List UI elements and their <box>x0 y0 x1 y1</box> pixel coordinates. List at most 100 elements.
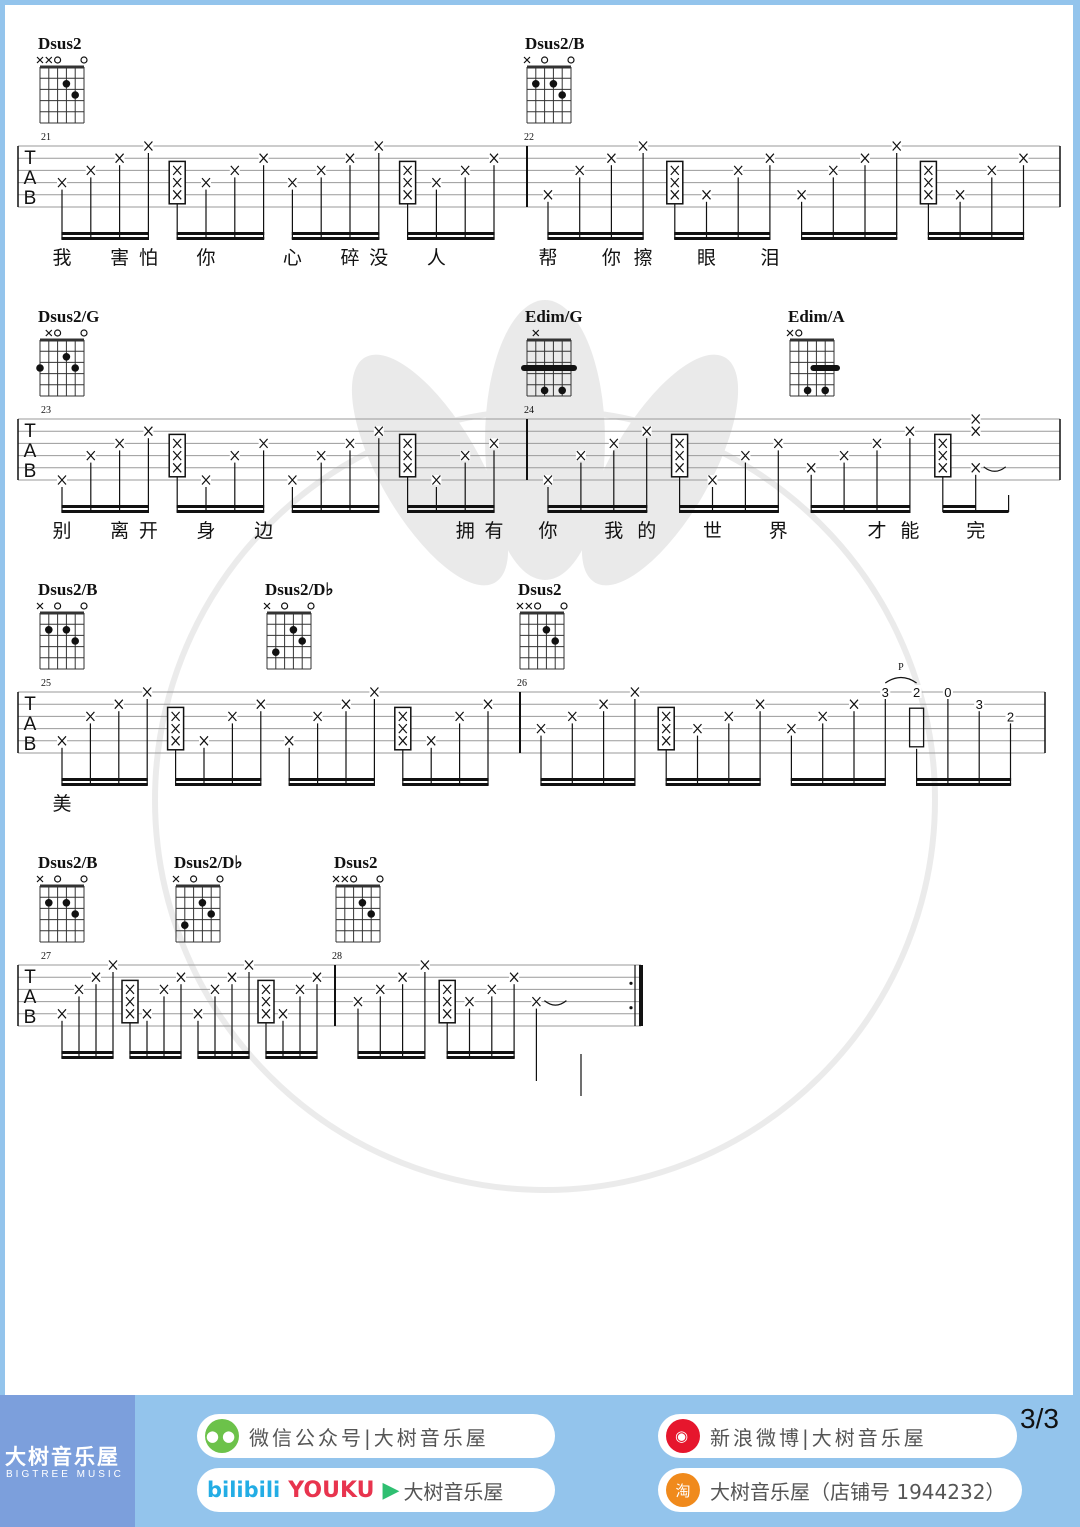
muted-note-x-icon <box>374 426 384 437</box>
muted-note-x-icon <box>57 177 67 188</box>
beam <box>61 783 148 786</box>
taobao-link[interactable]: 淘 大树音乐屋（店铺号 1944232） <box>658 1468 1022 1512</box>
beam <box>176 237 265 240</box>
beam <box>288 778 375 781</box>
beam <box>810 505 911 508</box>
brand-logo: 大树音乐屋 BIGTREE MUSIC <box>0 1395 135 1527</box>
tab-clef-letter: A <box>24 987 37 1008</box>
muted-note-x-icon <box>86 450 96 461</box>
note <box>970 414 1007 473</box>
fret-number: 2 <box>913 685 920 700</box>
muted-note-x-icon <box>818 711 828 722</box>
tab-clef-letter: B <box>24 734 37 755</box>
finger-dot <box>558 386 566 395</box>
muted-note-x-icon <box>159 984 169 995</box>
footer: 大树音乐屋 BIGTREE MUSIC ●● 微信公众号|大树音乐屋 bilib… <box>0 1395 1080 1527</box>
lyric-char: 界 <box>769 520 788 542</box>
note <box>143 141 154 151</box>
muted-note-x-icon <box>142 1008 152 1019</box>
muted-note-x-icon <box>345 153 355 164</box>
wechat-link[interactable]: ●● 微信公众号|大树音乐屋 <box>197 1414 555 1458</box>
note <box>531 996 567 1007</box>
note <box>919 160 938 205</box>
note <box>934 433 952 478</box>
note <box>74 984 84 995</box>
muted-string-icon <box>172 875 180 883</box>
tab-sheet: T A B Dsus2 Dsus2/B 21 我害怕你心碎没人 22 帮你擦眼泪 T A B Dsus2… <box>5 5 1073 1395</box>
note <box>483 699 493 710</box>
muted-note-x-icon <box>345 438 355 449</box>
note <box>955 189 966 200</box>
lyric-char: 有 <box>484 520 503 542</box>
muted-note-x-icon <box>892 141 902 151</box>
note <box>312 711 323 722</box>
note <box>353 996 363 1007</box>
measure-number: 21 <box>41 132 51 143</box>
tab-clef-letter: B <box>24 1007 37 1028</box>
lyric-char: 世 <box>703 520 722 542</box>
finger-dot <box>62 626 71 634</box>
note <box>369 687 380 697</box>
youku-logo[interactable]: YOUKU <box>288 1477 375 1503</box>
note <box>431 177 442 188</box>
muted-note-x-icon <box>295 984 305 995</box>
muted-note-x-icon <box>465 996 474 1007</box>
beam <box>679 510 779 513</box>
chord-name: Dsus2/B <box>525 34 585 53</box>
finger-dot <box>821 386 829 395</box>
beam <box>61 232 149 235</box>
muted-note-x-icon <box>398 723 408 734</box>
beam <box>197 1051 250 1054</box>
beam <box>288 783 375 786</box>
watermark-circle <box>152 407 938 1193</box>
note <box>57 1008 67 1019</box>
chord-diagram: Dsus2 <box>516 580 568 670</box>
muted-note-x-icon <box>426 735 436 746</box>
lyric-char: 美 <box>52 793 71 815</box>
muted-note-x-icon <box>244 960 254 970</box>
muted-note-x-icon <box>86 165 96 176</box>
finger-dot <box>289 626 298 634</box>
note <box>598 699 609 710</box>
muted-note-x-icon <box>172 189 182 200</box>
note-bg <box>1005 709 1016 723</box>
muted-note-x-icon <box>487 984 497 995</box>
note <box>543 189 553 200</box>
muted-note-x-icon <box>420 960 430 970</box>
note <box>113 699 124 710</box>
muted-note-x-icon <box>702 189 711 200</box>
chord-diagram: Edim/A <box>786 307 845 397</box>
muted-note-x-icon <box>661 735 671 746</box>
muted-note-x-icon <box>287 177 297 188</box>
beam <box>402 783 489 786</box>
note <box>57 177 67 188</box>
bilibili-logo[interactable]: bilibili <box>207 1478 281 1502</box>
muted-note-x-icon <box>374 141 384 151</box>
note <box>1018 153 1029 164</box>
tab-system: TAB Dsus2/B Dsus2/D♭ Dsus2 27 28 <box>17 853 643 1096</box>
note <box>817 711 828 722</box>
muted-note-x-icon <box>115 153 125 164</box>
open-string-icon <box>567 56 575 64</box>
muted-note-x-icon <box>543 189 553 200</box>
muted-note-x-icon <box>114 699 124 710</box>
muted-note-x-icon <box>670 177 680 188</box>
muted-note-x-icon <box>442 996 452 1007</box>
muted-note-x-icon <box>403 450 413 461</box>
video-links[interactable]: bilibili YOUKU ▶ 大树音乐屋 <box>197 1468 555 1512</box>
muted-note-x-icon <box>313 711 323 722</box>
tab-clef-letter: T <box>24 148 36 169</box>
weibo-link[interactable]: ◉ 新浪微博|大树音乐屋 <box>658 1414 1017 1458</box>
note-bg <box>880 685 891 698</box>
beam <box>291 510 380 513</box>
chord-diagram: Dsus2/D♭ <box>263 580 333 670</box>
beam <box>129 1051 182 1054</box>
muted-note-x-icon <box>638 141 648 151</box>
beam <box>927 237 1025 240</box>
note <box>345 153 355 164</box>
muted-note-x-icon <box>905 426 915 437</box>
muted-note-x-icon <box>171 735 181 746</box>
note <box>316 165 327 176</box>
open-string-icon <box>53 602 62 610</box>
lyric-char: 你 <box>538 520 557 542</box>
